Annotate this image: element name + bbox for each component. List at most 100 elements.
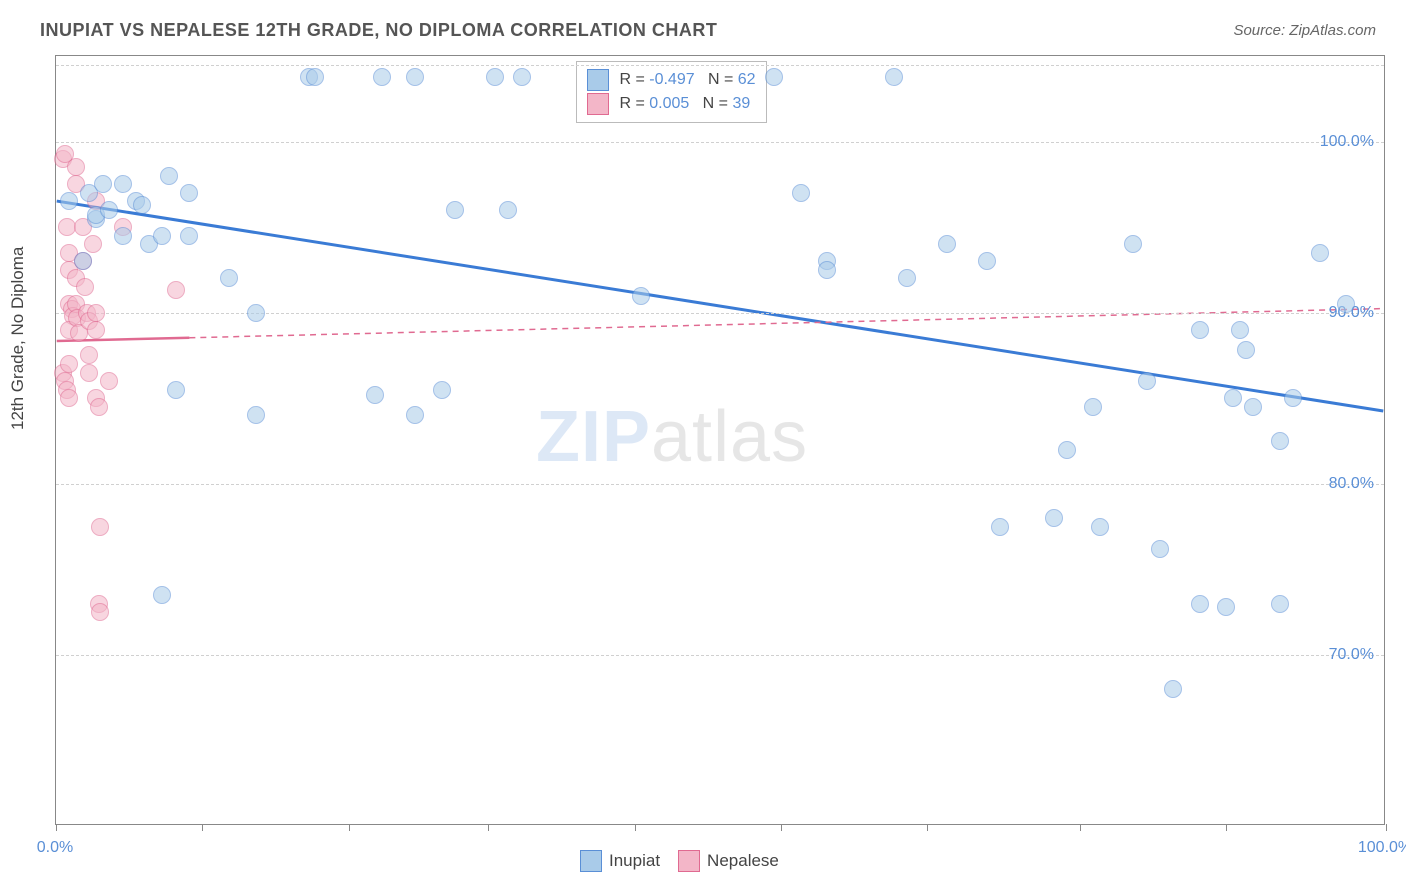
data-point (1244, 398, 1262, 416)
data-point (80, 346, 98, 364)
gridline (56, 655, 1384, 656)
chart-container: INUPIAT VS NEPALESE 12TH GRADE, NO DIPLO… (0, 0, 1406, 892)
data-point (1311, 244, 1329, 262)
data-point (1284, 389, 1302, 407)
data-point (90, 398, 108, 416)
data-point (446, 201, 464, 219)
data-point (80, 364, 98, 382)
xtick (349, 824, 350, 831)
xtick (927, 824, 928, 831)
data-point (167, 381, 185, 399)
stats-text: R = 0.005 N = 39 (615, 92, 750, 116)
ytick-label: 70.0% (1329, 646, 1374, 664)
data-point (1164, 680, 1182, 698)
data-point (885, 68, 903, 86)
legend-swatch (587, 69, 609, 91)
data-point (1091, 518, 1109, 536)
data-point (1124, 235, 1142, 253)
data-point (153, 586, 171, 604)
data-point (366, 386, 384, 404)
trend-lines (56, 56, 1384, 824)
data-point (1191, 321, 1209, 339)
data-point (1271, 595, 1289, 613)
data-point (1337, 295, 1355, 313)
source-label: Source: ZipAtlas.com (1233, 22, 1376, 39)
xtick (202, 824, 203, 831)
plot-area: ZIPatlas R = -0.497 N = 62 R = 0.005 N =… (55, 55, 1385, 825)
watermark-zip: ZIP (536, 397, 651, 477)
xtick (488, 824, 489, 831)
data-point (247, 406, 265, 424)
data-point (60, 389, 78, 407)
data-point (91, 603, 109, 621)
data-point (991, 518, 1009, 536)
xtick-label: 100.0% (1358, 839, 1406, 857)
gridline (56, 142, 1384, 143)
data-point (1237, 341, 1255, 359)
data-point (632, 287, 650, 305)
gridline (56, 484, 1384, 485)
data-point (76, 278, 94, 296)
stats-legend: R = -0.497 N = 62 R = 0.005 N = 39 (576, 61, 767, 123)
data-point (1138, 372, 1156, 390)
data-point (898, 269, 916, 287)
data-point (486, 68, 504, 86)
data-point (133, 196, 151, 214)
data-point (114, 175, 132, 193)
gridline (56, 65, 1384, 66)
data-point (160, 167, 178, 185)
data-point (938, 235, 956, 253)
data-point (499, 201, 517, 219)
data-point (153, 227, 171, 245)
xtick (781, 824, 782, 831)
xtick (1386, 824, 1387, 831)
data-point (220, 269, 238, 287)
data-point (60, 355, 78, 373)
data-point (167, 281, 185, 299)
data-point (60, 192, 78, 210)
data-point (74, 252, 92, 270)
legend-swatch (580, 850, 602, 872)
data-point (67, 158, 85, 176)
legend-item: Inupiat (580, 850, 660, 872)
data-point (765, 68, 783, 86)
data-point (1084, 398, 1102, 416)
data-point (87, 321, 105, 339)
legend-swatch (587, 93, 609, 115)
legend-label: Inupiat (609, 851, 660, 871)
data-point (1224, 389, 1242, 407)
data-point (406, 406, 424, 424)
data-point (94, 175, 112, 193)
data-point (513, 68, 531, 86)
data-point (306, 68, 324, 86)
chart-title: INUPIAT VS NEPALESE 12TH GRADE, NO DIPLO… (40, 20, 717, 41)
xtick (1080, 824, 1081, 831)
legend-label: Nepalese (707, 851, 779, 871)
data-point (180, 184, 198, 202)
legend-swatch (678, 850, 700, 872)
data-point (818, 261, 836, 279)
watermark-atlas: atlas (651, 397, 808, 477)
legend-item: Nepalese (678, 850, 779, 872)
data-point (1151, 540, 1169, 558)
data-point (1191, 595, 1209, 613)
series-legend: Inupiat Nepalese (580, 850, 779, 872)
y-axis-label: 12th Grade, No Diploma (8, 247, 28, 430)
ytick-label: 100.0% (1320, 133, 1374, 151)
data-point (373, 68, 391, 86)
data-point (1045, 509, 1063, 527)
ytick-label: 80.0% (1329, 475, 1374, 493)
data-point (87, 304, 105, 322)
data-point (1271, 432, 1289, 450)
stats-text: R = -0.497 N = 62 (615, 68, 756, 92)
data-point (180, 227, 198, 245)
data-point (978, 252, 996, 270)
data-point (100, 201, 118, 219)
data-point (792, 184, 810, 202)
stats-legend-row: R = -0.497 N = 62 (587, 68, 756, 92)
watermark: ZIPatlas (536, 396, 808, 478)
data-point (1231, 321, 1249, 339)
data-point (100, 372, 118, 390)
data-point (247, 304, 265, 322)
data-point (406, 68, 424, 86)
